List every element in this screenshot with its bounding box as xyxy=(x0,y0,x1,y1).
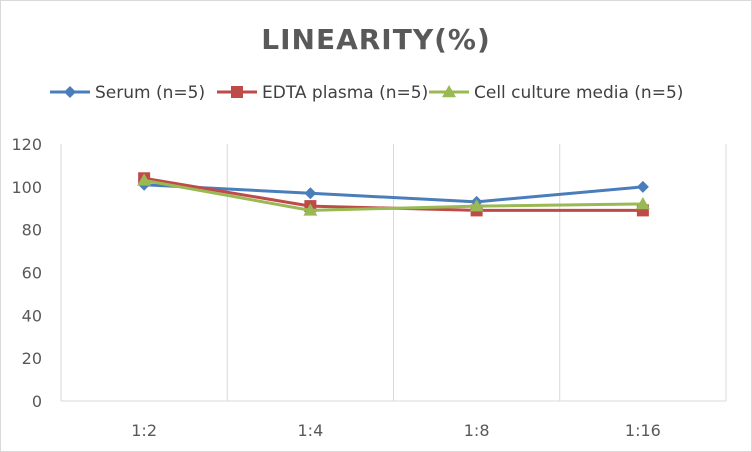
legend-label: EDTA plasma (n=5) xyxy=(262,83,428,103)
data-point xyxy=(137,173,152,186)
x-tick-label: 1:16 xyxy=(625,421,661,440)
legend-label: Serum (n=5) xyxy=(95,83,205,103)
data-point xyxy=(635,196,650,210)
y-axis-ticks: 0 20 40 60 80 100 120 xyxy=(11,135,42,411)
y-tick-label: 20 xyxy=(22,349,42,368)
y-tick-label: 100 xyxy=(11,178,42,197)
legend-label: Cell culture media (n=5) xyxy=(474,83,683,103)
y-tick-label: 0 xyxy=(32,392,42,411)
chart-title: LINEARITY(%) xyxy=(261,23,491,56)
series-3 xyxy=(137,173,650,216)
legend-marker xyxy=(442,85,456,98)
legend-marker xyxy=(64,86,76,98)
data-point xyxy=(303,203,318,216)
grid xyxy=(60,144,727,402)
data-point xyxy=(469,199,484,212)
series-line xyxy=(144,183,644,204)
y-tick-label: 120 xyxy=(11,135,42,154)
legend: Serum (n=5) EDTA plasma (n=5) Cell culture… xyxy=(50,83,683,103)
x-axis-ticks: 1:2 1:4 1:8 1:16 xyxy=(131,421,661,440)
series-line xyxy=(143,178,643,212)
y-tick-label: 40 xyxy=(22,306,42,325)
legend-marker xyxy=(231,86,243,98)
x-tick-label: 1:2 xyxy=(131,421,157,440)
data-point xyxy=(304,187,317,200)
data-point xyxy=(636,180,649,193)
series-layer xyxy=(137,172,650,217)
y-tick-label: 60 xyxy=(22,264,42,283)
x-tick-label: 1:4 xyxy=(298,421,324,440)
x-tick-label: 1:8 xyxy=(464,421,490,440)
y-tick-label: 80 xyxy=(22,221,42,240)
